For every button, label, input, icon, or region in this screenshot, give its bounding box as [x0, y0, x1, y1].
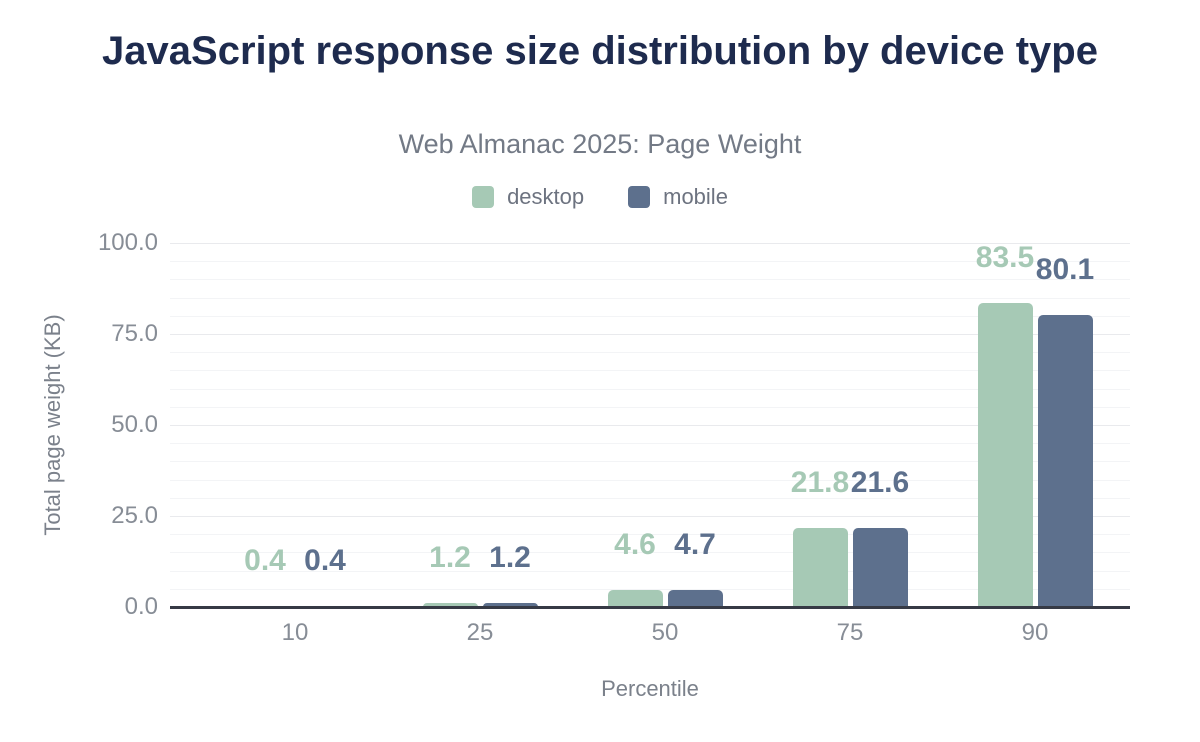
legend: desktop mobile	[0, 184, 1200, 210]
bar-mobile-p90	[1037, 315, 1093, 607]
bar-desktop-p90	[977, 303, 1033, 607]
minor-gridline	[170, 370, 1130, 372]
bar-desktop-p50	[607, 590, 663, 607]
minor-gridline	[170, 588, 1130, 590]
value-label-desktop-p90: 83.5	[975, 241, 1035, 275]
major-gridline	[170, 243, 1130, 244]
legend-label: mobile	[663, 184, 728, 209]
x-tick-label: 75	[836, 619, 864, 646]
bar-mobile-p25	[482, 602, 538, 607]
minor-gridline	[170, 388, 1130, 390]
legend-label: desktop	[507, 184, 585, 209]
minor-gridline	[170, 497, 1130, 499]
plot-area: Total page weight (KB) Percentile 0.0 25.…	[40, 231, 1130, 701]
y-tick-label: 25.0	[111, 502, 158, 529]
x-axis-title: Percentile	[601, 676, 699, 701]
value-label-desktop-p75: 21.8	[790, 465, 850, 499]
minor-gridline	[170, 534, 1130, 536]
value-label-mobile-p10: 0.4	[304, 543, 346, 577]
y-tick-label: 0.0	[124, 593, 158, 620]
bar-desktop-p75	[792, 527, 848, 607]
minor-gridline	[170, 406, 1130, 408]
bar-desktop-p25	[422, 602, 478, 607]
major-gridline	[170, 334, 1130, 335]
x-tick-label: 25	[466, 619, 494, 646]
minor-gridline	[170, 315, 1130, 317]
x-tick-label: 90	[1021, 619, 1049, 646]
value-label-mobile-p90: 80.1	[1035, 253, 1095, 287]
value-label-mobile-p50: 4.7	[674, 527, 716, 561]
value-label-mobile-p25: 1.2	[489, 540, 531, 574]
y-tick-label: 50.0	[111, 411, 158, 438]
value-label-mobile-p75: 21.6	[850, 466, 910, 500]
legend-swatch-mobile	[628, 186, 651, 208]
minor-gridline	[170, 297, 1130, 299]
x-tick-label: 10	[281, 619, 309, 646]
bar-mobile-p75	[852, 528, 908, 607]
minor-gridline	[170, 461, 1130, 463]
minor-gridline	[170, 570, 1130, 572]
bar-mobile-p50	[667, 589, 723, 607]
x-tick-label: 50	[651, 619, 679, 646]
x-axis-line	[170, 606, 1130, 609]
legend-swatch-desktop	[472, 186, 495, 208]
chart-title: JavaScript response size distribution by…	[102, 29, 1098, 73]
legend-item-mobile: mobile	[628, 184, 728, 210]
minor-gridline	[170, 261, 1130, 263]
value-label-desktop-p50: 4.6	[614, 528, 656, 562]
chart-subtitle: Web Almanac 2025: Page Weight	[398, 129, 802, 159]
minor-gridline	[170, 352, 1130, 354]
major-gridline	[170, 425, 1130, 426]
minor-gridline	[170, 479, 1130, 481]
y-tick-label: 75.0	[111, 320, 158, 347]
value-label-desktop-p10: 0.4	[244, 543, 286, 577]
minor-gridline	[170, 279, 1130, 281]
minor-gridline	[170, 443, 1130, 445]
value-label-desktop-p25: 1.2	[429, 540, 471, 574]
major-gridline	[170, 516, 1130, 517]
y-tick-label: 100.0	[97, 229, 158, 256]
minor-gridline	[170, 552, 1130, 554]
legend-item-desktop: desktop	[472, 184, 584, 210]
